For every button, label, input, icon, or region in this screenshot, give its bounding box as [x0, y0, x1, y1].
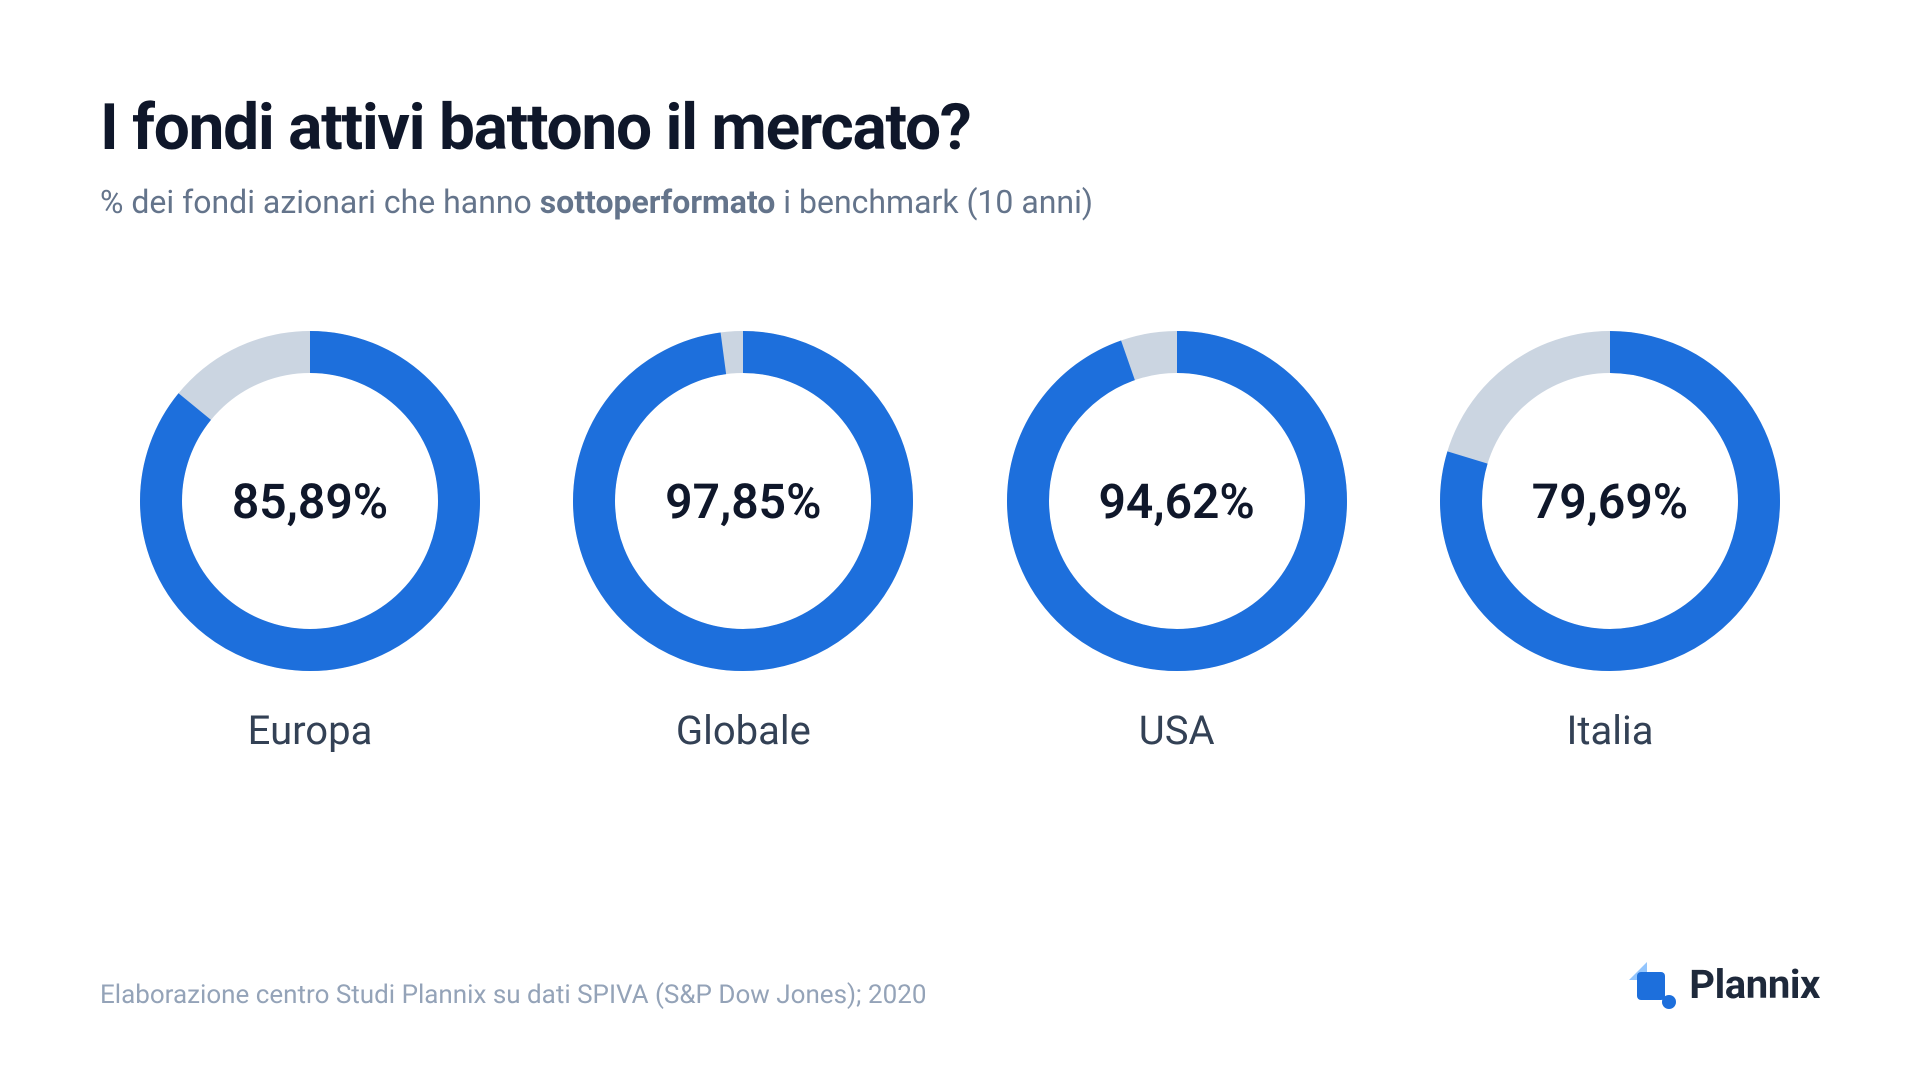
donut-europa: 85,89% Europa	[140, 331, 480, 898]
donut-charts-row: 85,89% Europa 97,85% Globale 94,62% USA	[100, 331, 1820, 898]
donut-value: 97,85%	[573, 331, 913, 671]
brand-logo-text: Plannix	[1689, 961, 1820, 1008]
donut-ring: 85,89%	[140, 331, 480, 671]
donut-italia: 79,69% Italia	[1440, 331, 1780, 898]
subtitle-bold: sottoperformato	[540, 183, 776, 221]
brand-logo: Plannix	[1625, 958, 1820, 1010]
subtitle-pre: % dei fondi azionari che hanno	[100, 183, 540, 221]
donut-label: Europa	[248, 707, 373, 754]
donut-value: 85,89%	[140, 331, 480, 671]
donut-usa: 94,62% USA	[1007, 331, 1347, 898]
donut-globale: 97,85% Globale	[573, 331, 913, 898]
donut-value: 79,69%	[1440, 331, 1780, 671]
donut-ring: 97,85%	[573, 331, 913, 671]
donut-label: Italia	[1567, 707, 1654, 754]
source-text: Elaborazione centro Studi Plannix su dat…	[100, 980, 926, 1010]
brand-logo-icon	[1625, 958, 1677, 1010]
donut-value: 94,62%	[1007, 331, 1347, 671]
donut-ring: 79,69%	[1440, 331, 1780, 671]
page-title: I fondi attivi battono il mercato?	[100, 90, 1820, 165]
donut-ring: 94,62%	[1007, 331, 1347, 671]
donut-label: USA	[1139, 707, 1215, 754]
footer: Elaborazione centro Studi Plannix su dat…	[100, 958, 1820, 1010]
page-subtitle: % dei fondi azionari che hanno sottoperf…	[100, 183, 1820, 221]
donut-label: Globale	[676, 707, 811, 754]
header: I fondi attivi battono il mercato? % dei…	[100, 90, 1820, 221]
subtitle-post: i benchmark (10 anni)	[775, 183, 1093, 221]
